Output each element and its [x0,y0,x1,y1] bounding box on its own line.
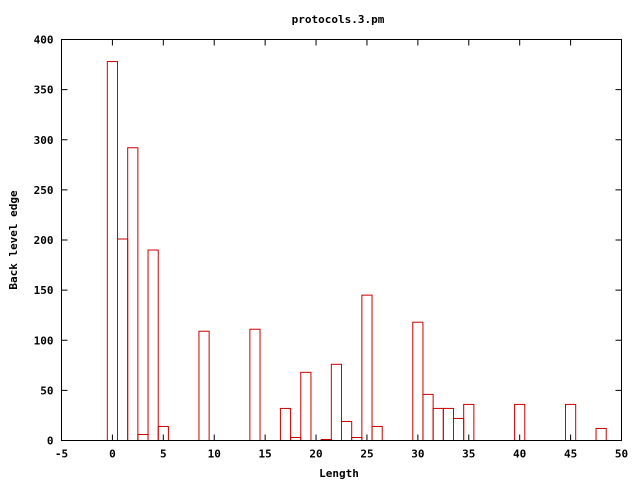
x-tick-label: 45 [564,448,577,461]
x-tick-label: -5 [55,448,68,461]
bar-x-30 [412,321,424,441]
bar-x-2 [127,147,139,442]
x-tick-label: 35 [462,448,475,461]
bar-x-0 [106,61,119,442]
plot-frame [61,39,622,441]
bar-x-14 [249,328,261,441]
x-tick-label: 20 [309,448,322,461]
bar-x-34 [453,417,465,442]
y-tick-label: 300 [34,134,54,147]
x-tick-label: 50 [615,448,628,461]
x-tick-label: 25 [360,448,373,461]
bar-x-33 [442,407,454,442]
bars-group [106,61,607,442]
x-tick-label: 15 [259,448,272,461]
bar-x-22 [330,363,342,441]
y-tick-label: 50 [40,384,53,397]
x-tick-label: 10 [208,448,221,461]
bar-x-26 [371,425,383,441]
y-tick-label: 0 [47,435,54,448]
bar-x-4 [147,249,159,441]
bar-x-31 [422,393,434,442]
y-tick-label: 400 [34,34,54,47]
x-tick-label: 40 [513,448,526,461]
y-tick-label: 100 [34,334,54,347]
x-tick-label: 0 [109,448,116,461]
bar-x-3 [137,433,149,441]
y-tick-label: 200 [34,234,54,247]
bar-x-32 [432,407,444,442]
x-axis-label: Length [319,467,359,480]
bar-x-1 [117,238,129,441]
y-tick-label: 250 [34,184,54,197]
y-tick-label: 350 [34,84,54,97]
chart-title: protocols.3.pm [292,13,385,26]
bar-x-9 [198,330,210,442]
bar-x-25 [361,294,373,442]
x-tick-label: 30 [411,448,424,461]
bar-x-17 [279,407,292,442]
y-tick-label: 150 [34,284,54,297]
axis-ticks: -5 0 5 10 15 20 25 30 35 40 45 50050100150200250300… [34,34,629,461]
bar-x-19 [300,371,312,441]
y-axis-label: Back level edge [7,190,20,290]
bar-x-48 [595,427,607,442]
x-tick-label: 5 [160,448,167,461]
bar-x-23 [341,420,353,442]
